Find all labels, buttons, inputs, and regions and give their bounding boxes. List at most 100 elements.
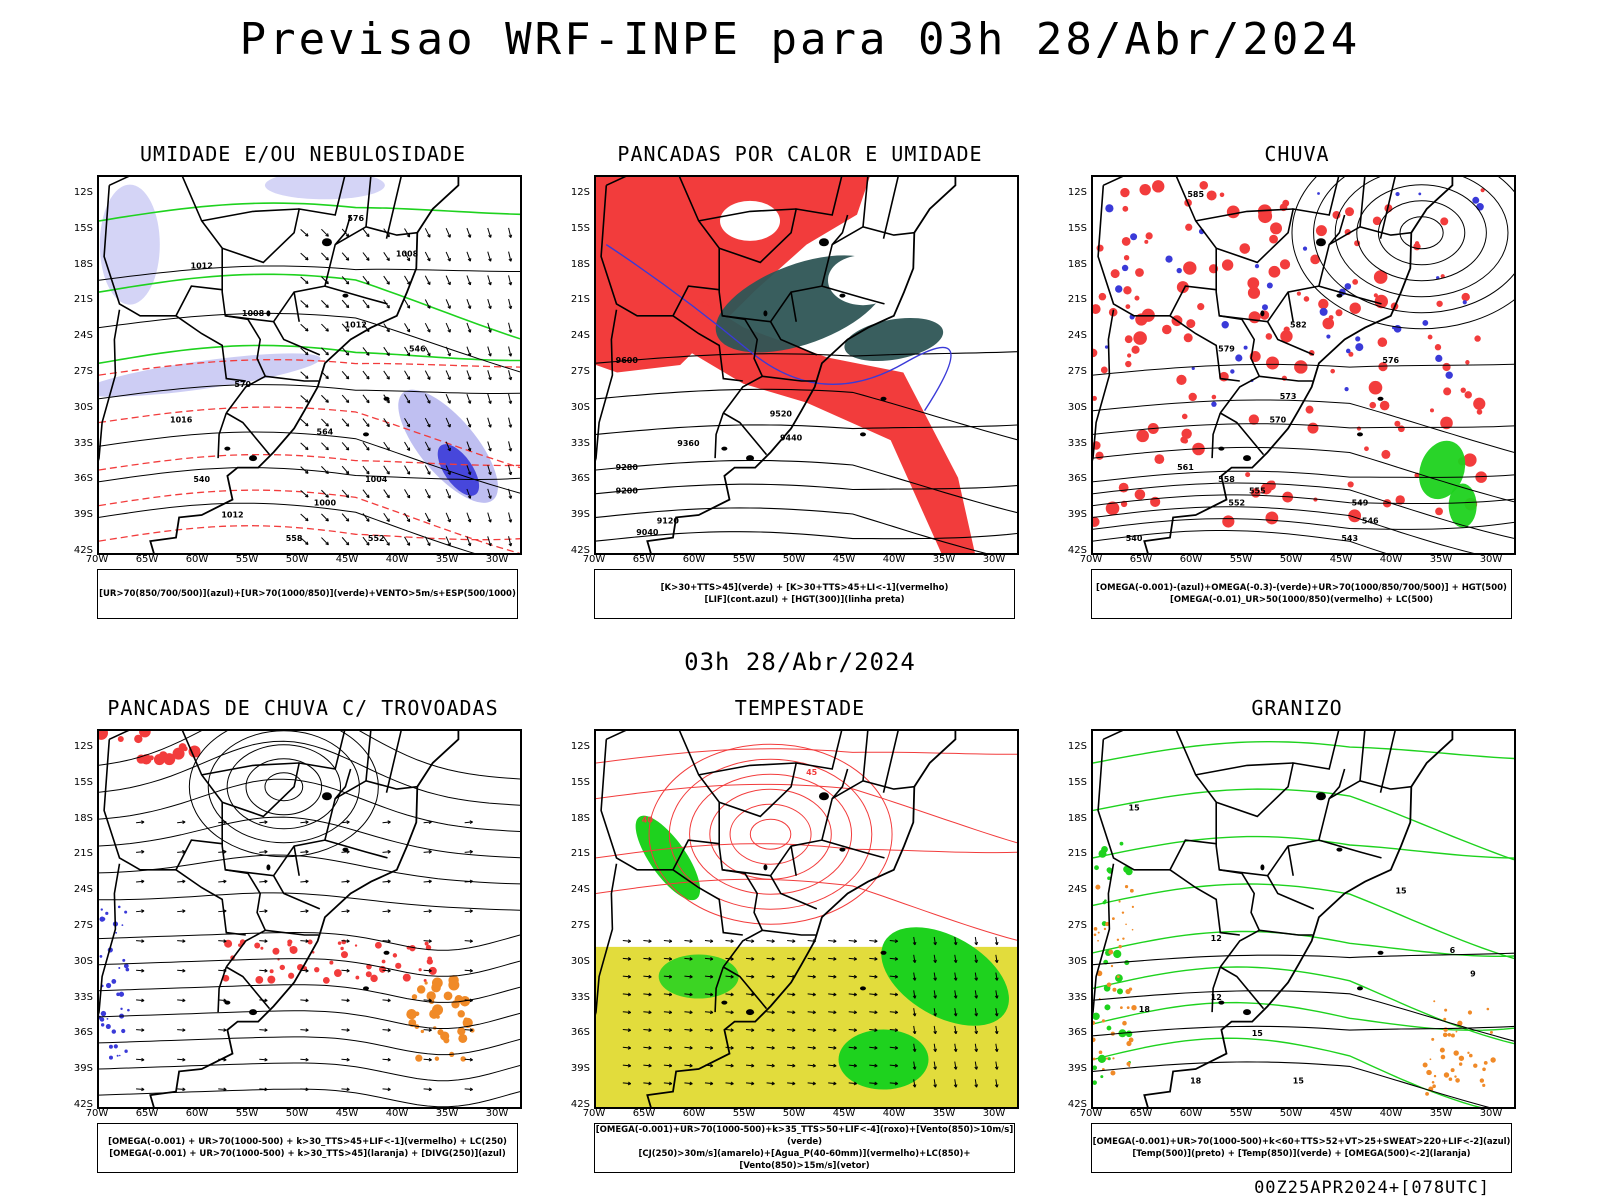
wind-vector (889, 993, 898, 996)
wind-vector (487, 275, 492, 286)
atlantic-coastline (1143, 731, 1454, 1107)
wind-vector (508, 441, 512, 452)
omega500-orange-area (1105, 1057, 1109, 1060)
hgt500-contour (1093, 530, 1387, 553)
latitude-label: 30S (1067, 401, 1087, 413)
wind-arrowhead (223, 1028, 227, 1032)
political-border (175, 869, 246, 936)
wind-vector (766, 1046, 775, 1049)
wind-vector (321, 442, 329, 451)
wind-arrowhead (894, 957, 899, 961)
thunder-red-area (428, 966, 437, 975)
wind-vector (974, 1043, 978, 1052)
lc850-contour (709, 788, 832, 880)
wind-arrowhead (346, 879, 350, 884)
political-border (108, 731, 267, 968)
political-border (385, 177, 402, 239)
contour-label: 555 (1249, 487, 1266, 496)
thunder-red-area (340, 946, 344, 951)
wind-vector (848, 1046, 857, 1049)
rain-red-area (1332, 211, 1341, 220)
wind-arrowhead (933, 1013, 937, 1017)
wind-vector (869, 975, 878, 978)
wind-arrowhead (648, 974, 652, 979)
wind-arrowhead (325, 375, 329, 380)
wind-arrowhead (894, 1081, 899, 1086)
wind-arrowhead (488, 400, 492, 404)
temp850-contour-spot (1115, 974, 1123, 982)
hgt500-contour (1093, 470, 1514, 483)
wind-arrowhead (386, 518, 390, 523)
wind-arrowhead (345, 375, 350, 380)
legend-line: [K>30+TTS>45](verde) + [K>30+TTS>45+LI<-… (660, 583, 949, 593)
rain-red-area (1369, 401, 1377, 409)
rain-red-area (1440, 416, 1453, 430)
divergence-blue-area (100, 1023, 105, 1027)
wind-arrowhead (853, 992, 857, 997)
wind-vector (933, 1025, 936, 1034)
contour-label: 552 (1228, 499, 1245, 508)
omega-blue-area (1317, 192, 1320, 195)
wind-arrowhead (325, 541, 329, 546)
wind-arrowhead-marker (177, 969, 186, 972)
contour-label: 540 (1126, 534, 1143, 543)
wind-arrowhead (325, 494, 329, 498)
wind-vector (933, 1061, 936, 1070)
latitude-label: 30S (73, 401, 93, 413)
lake (383, 950, 390, 955)
omega-blue-area (1355, 343, 1364, 352)
wind-arrowhead (771, 974, 775, 979)
wind-arrowhead (953, 1066, 958, 1070)
wind-arrowhead (427, 542, 431, 547)
wind-vector (663, 940, 672, 942)
main-title: Previsao WRF-INPE para 03h 28/Abr/2024 (239, 14, 1361, 65)
wind-vector (424, 512, 431, 523)
wind-vector (321, 252, 329, 261)
wind-arrowhead-marker (300, 1029, 309, 1031)
rain-red-area (1464, 391, 1472, 399)
political-border (1287, 845, 1294, 876)
wind-arrowhead (912, 1084, 917, 1088)
rain-red-area (1269, 234, 1278, 244)
wind-vector (643, 957, 652, 960)
wind-vector (508, 512, 512, 523)
contour-label: 552 (368, 534, 385, 543)
precipitable-water-contour (596, 878, 1017, 941)
latitude-label: 27S (73, 366, 93, 377)
wind-arrowhead (428, 879, 432, 884)
latitude-label: 39S (570, 1063, 590, 1075)
wind-vector (766, 1064, 775, 1067)
wind-arrowhead-marker (136, 940, 145, 942)
rain-red-area (1145, 232, 1153, 240)
wind-vector (828, 1046, 837, 1049)
contour-label: 9440 (780, 433, 803, 442)
divergence-blue-area (117, 905, 121, 909)
lc850-contour (749, 818, 792, 850)
latitude-label: 21S (73, 294, 93, 306)
wind-arrowhead (345, 447, 350, 451)
wind-arrowhead (933, 959, 937, 963)
wind-arrowhead (953, 941, 958, 946)
political-border (862, 731, 869, 781)
wind-vector (404, 489, 411, 499)
wind-arrowhead (325, 517, 329, 522)
rain-red-area (1268, 265, 1281, 278)
divergence-blue-area (116, 1054, 119, 1057)
rain-red-area (1436, 300, 1443, 307)
longitude-label: 70W (85, 1108, 109, 1119)
wind-vector (995, 990, 998, 999)
wind-arrowhead (912, 1066, 917, 1070)
wind-arrowhead (709, 939, 714, 944)
wind-vector (383, 536, 390, 546)
wind-vector (725, 1064, 734, 1067)
wind-vector (404, 323, 411, 333)
temp500-contour (1093, 1061, 1490, 1107)
wind-arrowhead (933, 1084, 937, 1088)
political-border (1318, 839, 1382, 859)
wind-vector (848, 993, 857, 996)
wind-arrowhead (366, 470, 370, 475)
contour-label: 576 (1382, 356, 1399, 365)
hgt500-contour (1093, 482, 1514, 539)
latitude-label: 39S (1067, 1063, 1087, 1075)
latitude-label: 33S (570, 991, 590, 1003)
